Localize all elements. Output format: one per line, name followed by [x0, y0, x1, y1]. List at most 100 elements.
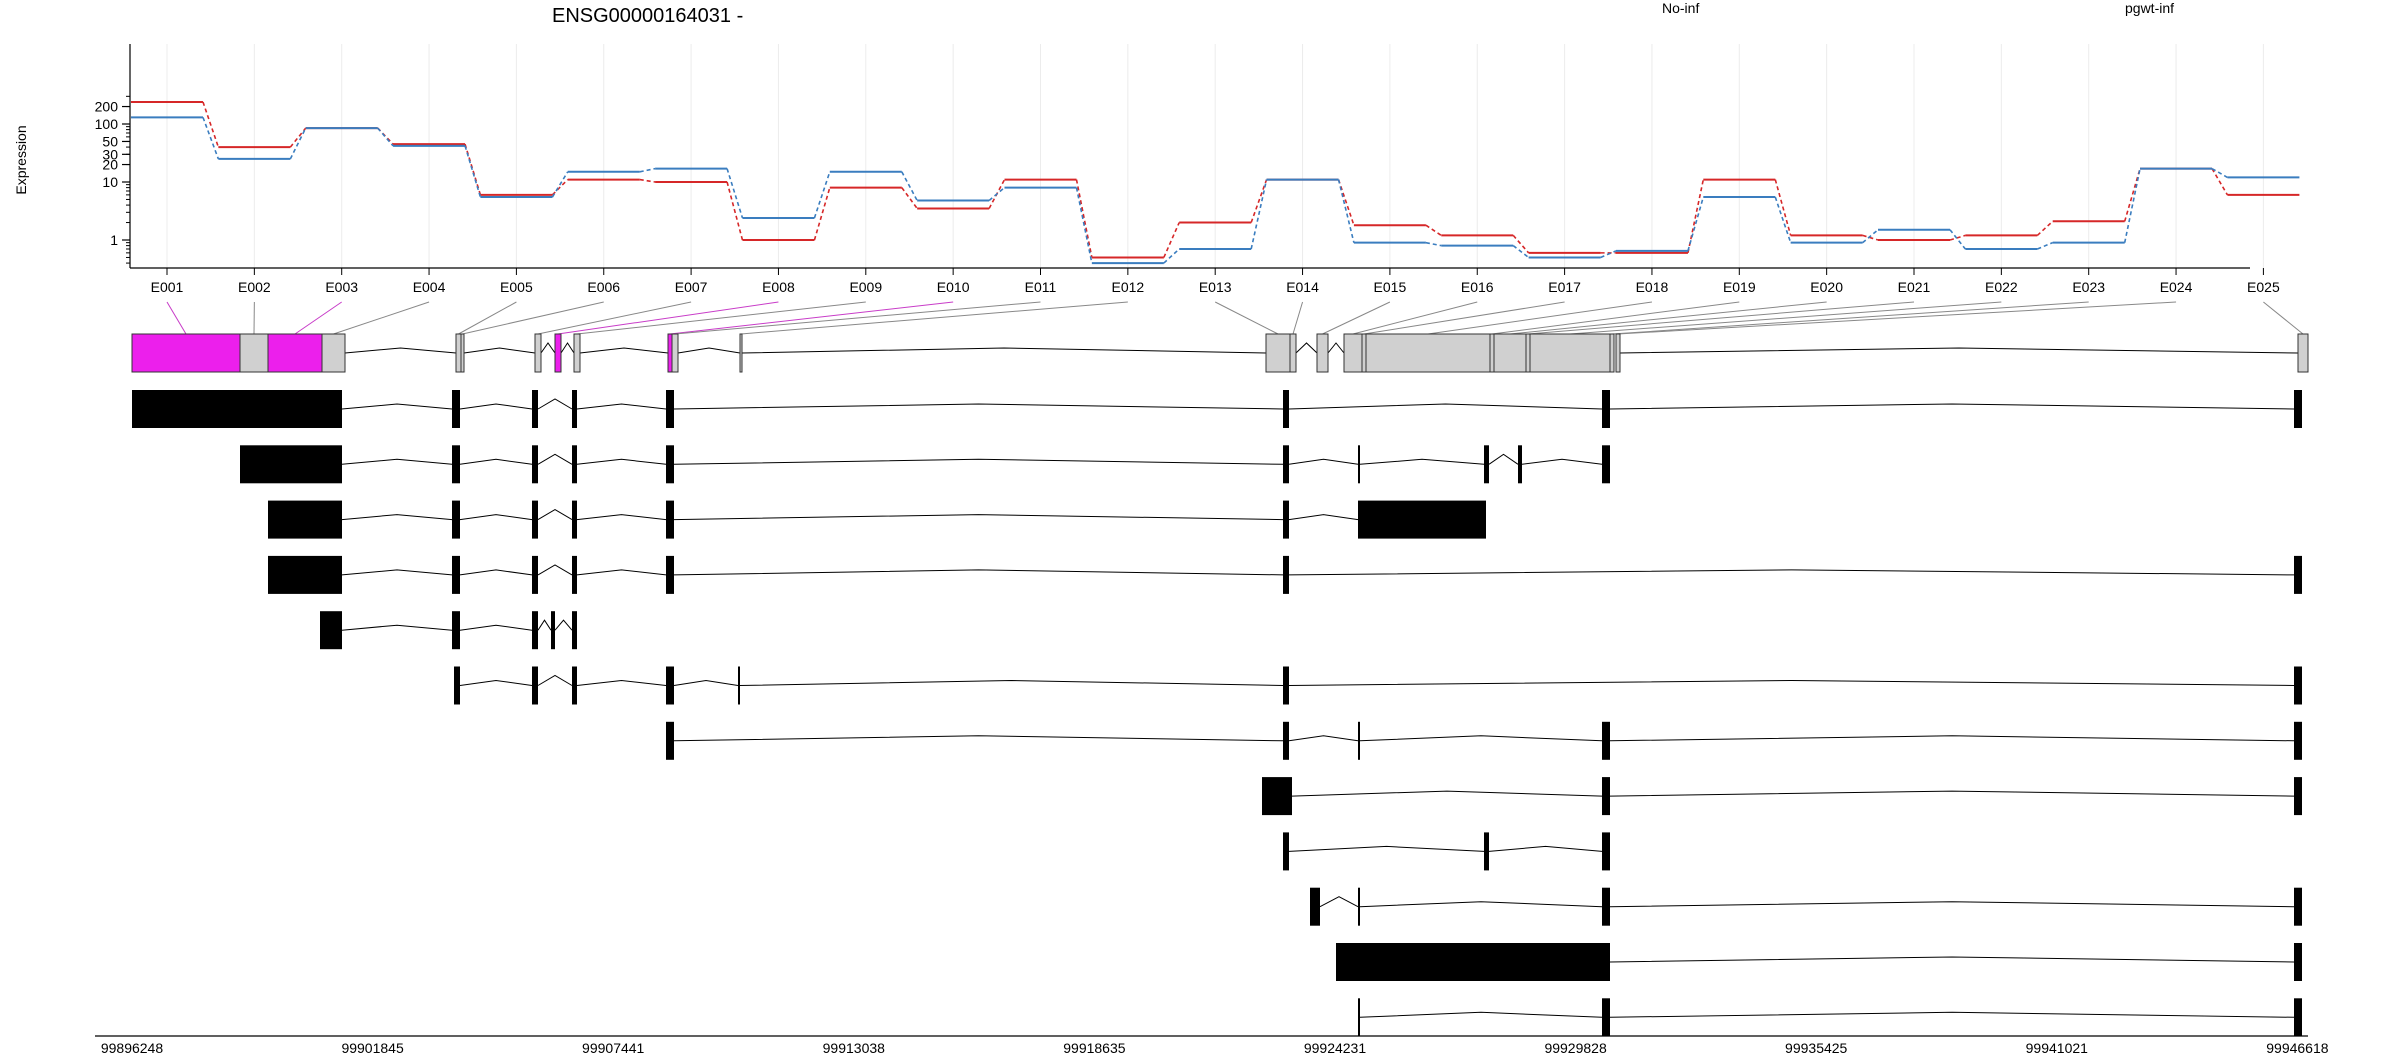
transcript-row — [1283, 832, 1610, 871]
transcript-exon — [1283, 555, 1289, 594]
exon-block — [1265, 333, 1291, 373]
transcript-intron — [576, 514, 667, 521]
flattened-intron — [344, 347, 457, 354]
exon-block — [460, 333, 465, 373]
transcript-intron — [537, 509, 573, 521]
transcript-intron — [537, 619, 552, 631]
transcript-intron — [1521, 458, 1603, 465]
y-tick-label: 200 — [95, 99, 119, 115]
series-connector — [639, 178, 656, 183]
genome-tick-label: 99896248 — [101, 1040, 164, 1056]
series-connector — [1075, 187, 1093, 264]
series-connector — [639, 167, 656, 173]
transcript-row — [1358, 998, 2302, 1037]
exon-link-line — [1527, 301, 1915, 335]
transcript-intron — [673, 458, 1284, 465]
transcript-intron — [341, 458, 453, 465]
transcript-exon — [2294, 555, 2302, 594]
exon-link-line — [576, 301, 866, 335]
exon-link-line — [2263, 301, 2304, 335]
exon-link-line — [1352, 301, 1478, 335]
exon-block — [739, 333, 743, 373]
transcript-exon — [532, 666, 538, 705]
transcript-intron — [537, 453, 573, 465]
legend-pgwt-inf: pgwt-inf — [2125, 0, 2174, 16]
series-connector — [726, 181, 744, 241]
transcript-exon — [1358, 500, 1486, 539]
transcript-row — [1336, 943, 2302, 981]
y-tick-label: 10 — [102, 174, 118, 190]
exon-block — [1615, 333, 1621, 373]
transcript-exon — [2294, 390, 2302, 428]
x-tick-label: E001 — [151, 279, 184, 295]
exon-link-line — [1617, 301, 2177, 335]
x-tick-label: E005 — [500, 279, 533, 295]
genome-tick-label: 99901845 — [341, 1040, 404, 1056]
y-tick-label: 50 — [102, 133, 118, 149]
transcript-exon — [1336, 943, 1610, 981]
transcript-exon — [532, 611, 538, 650]
transcript-intron — [459, 514, 533, 521]
exon-connectors — [166, 301, 2304, 335]
transcript-exon — [2294, 887, 2302, 926]
series-connector — [901, 171, 918, 201]
transcript-exon — [1358, 721, 1360, 760]
series-connector — [2037, 241, 2054, 250]
series-connector — [1687, 196, 1705, 252]
transcript-exon — [551, 611, 555, 650]
flattened-intron — [677, 347, 741, 354]
transcript-exon — [666, 390, 674, 428]
transcript-intron — [459, 458, 533, 465]
series-connector — [1687, 179, 1705, 254]
x-tick-label: E016 — [1461, 279, 1494, 295]
transcript-intron — [673, 679, 739, 686]
transcript-row — [454, 666, 2302, 705]
series-connector — [1862, 229, 1879, 244]
transcript-intron — [673, 514, 1284, 521]
transcript-exon — [1358, 887, 1360, 926]
transcript-intron — [673, 403, 1284, 410]
series-connector — [289, 127, 307, 160]
exon-block — [1316, 333, 1329, 373]
transcript-exon — [666, 555, 674, 594]
x-tick-label: E004 — [413, 279, 446, 295]
exon-block — [1289, 333, 1297, 373]
transcript-exon — [1602, 445, 1610, 484]
series-connector — [1949, 234, 1966, 241]
x-tick-label: E025 — [2247, 279, 2280, 295]
transcript-intron — [1609, 901, 2295, 908]
series-connector — [1774, 179, 1792, 236]
transcript-row — [132, 390, 2302, 428]
exon-link-line — [1214, 301, 1279, 335]
transcript-intron — [459, 624, 533, 631]
transcript-intron — [1609, 790, 2295, 797]
transcript-exon — [1358, 445, 1360, 484]
transcript-exon — [572, 555, 577, 594]
transcript-intron — [1488, 453, 1519, 465]
transcript-exon — [1283, 445, 1289, 484]
transcript-intron — [673, 735, 1284, 742]
x-tick-label: E010 — [937, 279, 970, 295]
transcript-exon — [1602, 777, 1610, 816]
transcript-row — [1262, 777, 2302, 816]
transcript-exon — [2294, 998, 2302, 1037]
transcript-exon — [452, 445, 460, 484]
x-tick-label: E013 — [1199, 279, 1232, 295]
exon-link-line — [294, 301, 342, 335]
transcript-exon — [320, 611, 342, 650]
chart-title: ENSG00000164031 - — [552, 5, 743, 27]
transcript-row — [268, 555, 2302, 594]
x-tick-label: E018 — [1636, 279, 1669, 295]
transcript-exon — [132, 390, 342, 428]
transcript-intron — [341, 624, 453, 631]
series-connector — [726, 168, 744, 219]
series-connector — [813, 171, 831, 219]
transcript-exon — [572, 611, 577, 650]
transcript-row — [240, 445, 1610, 484]
transcript-exon — [2294, 666, 2302, 705]
exon-link-line — [1292, 301, 1304, 335]
transcript-intron — [1359, 1011, 1603, 1018]
transcript-exon — [532, 390, 538, 428]
transcript-intron — [537, 674, 573, 686]
transcript-intron — [341, 569, 453, 576]
